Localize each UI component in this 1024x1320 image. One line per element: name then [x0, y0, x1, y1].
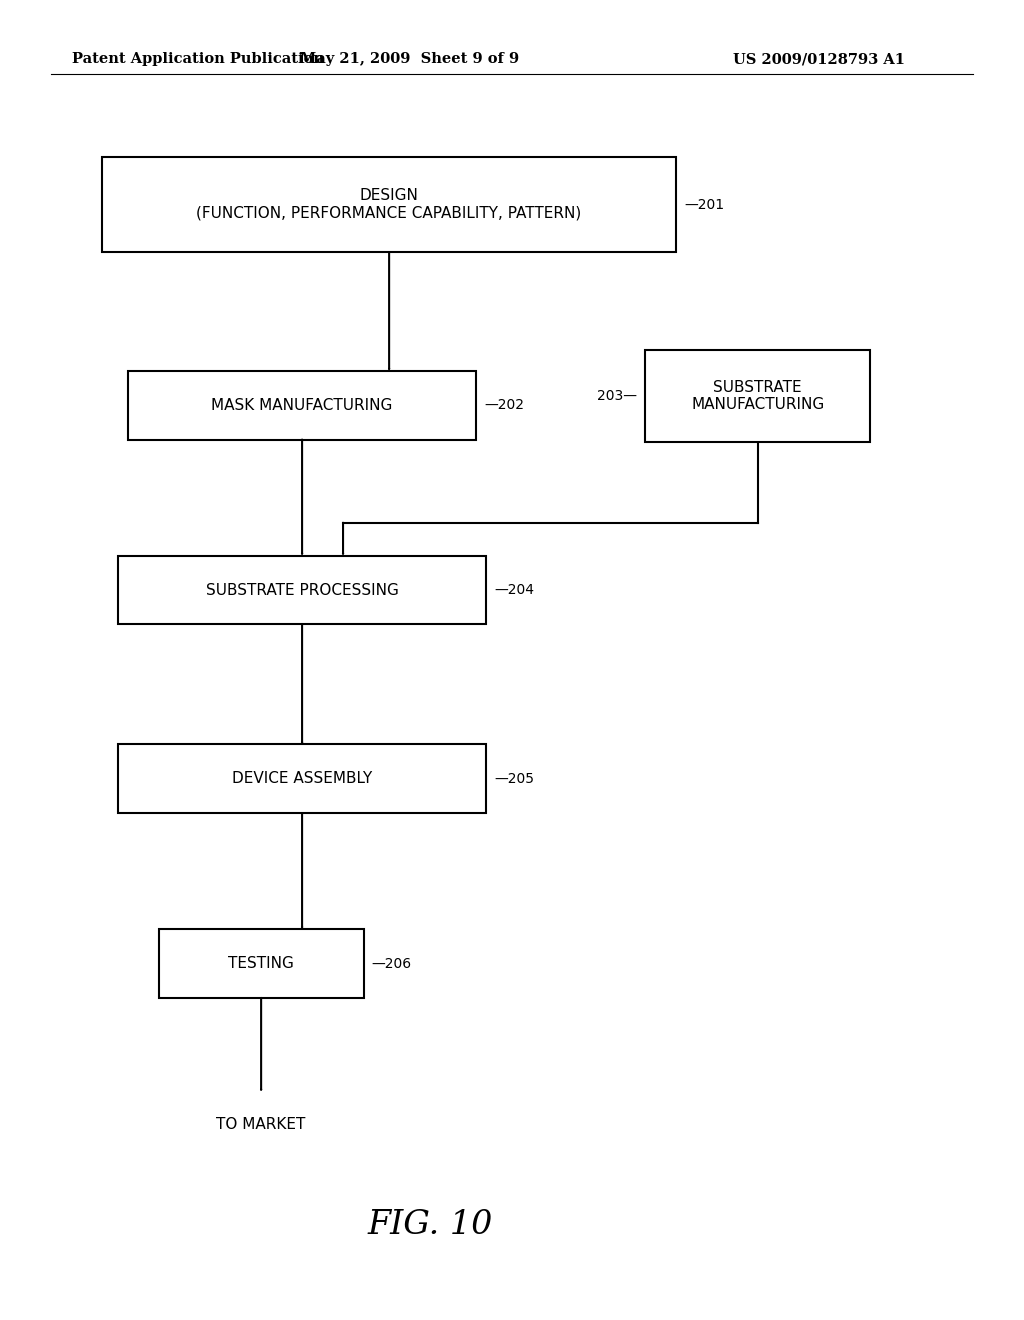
- Text: SUBSTRATE
MANUFACTURING: SUBSTRATE MANUFACTURING: [691, 380, 824, 412]
- Bar: [128, 371, 476, 440]
- Text: FIG. 10: FIG. 10: [368, 1209, 493, 1241]
- Bar: [118, 744, 486, 813]
- Text: —206: —206: [372, 957, 412, 970]
- Text: DEVICE ASSEMBLY: DEVICE ASSEMBLY: [232, 771, 372, 787]
- Bar: [118, 556, 486, 624]
- Bar: [159, 929, 364, 998]
- Text: US 2009/0128793 A1: US 2009/0128793 A1: [733, 53, 905, 66]
- Text: May 21, 2009  Sheet 9 of 9: May 21, 2009 Sheet 9 of 9: [300, 53, 519, 66]
- Text: —204: —204: [495, 583, 535, 597]
- Bar: [102, 157, 676, 252]
- Text: TESTING: TESTING: [228, 956, 294, 972]
- Text: Patent Application Publication: Patent Application Publication: [72, 53, 324, 66]
- Text: TO MARKET: TO MARKET: [216, 1117, 306, 1133]
- Text: MASK MANUFACTURING: MASK MANUFACTURING: [211, 397, 393, 413]
- Text: SUBSTRATE PROCESSING: SUBSTRATE PROCESSING: [206, 582, 398, 598]
- Bar: [645, 350, 870, 442]
- Text: —201: —201: [684, 198, 724, 211]
- Text: —205: —205: [495, 772, 535, 785]
- Text: —202: —202: [484, 399, 524, 412]
- Text: DESIGN
(FUNCTION, PERFORMANCE CAPABILITY, PATTERN): DESIGN (FUNCTION, PERFORMANCE CAPABILITY…: [197, 189, 582, 220]
- Text: 203—: 203—: [597, 389, 637, 403]
